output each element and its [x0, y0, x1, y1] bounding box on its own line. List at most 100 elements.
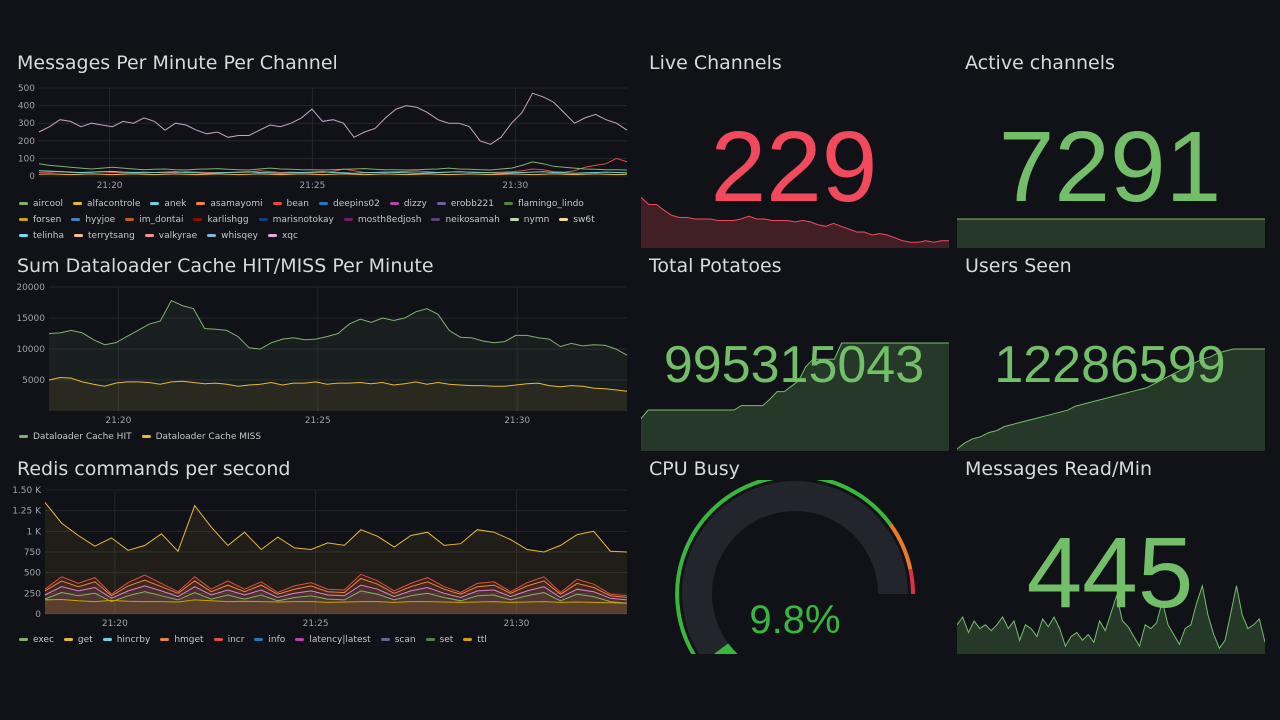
legend-item[interactable]: Dataloader Cache HIT — [19, 429, 132, 445]
legend-item[interactable]: ttl — [463, 632, 487, 648]
y-tick-label: 1.25 K — [12, 507, 42, 517]
users-seen-sparkline — [956, 347, 1265, 455]
legend-swatch — [213, 638, 223, 641]
y-tick-label: 200 — [18, 137, 35, 147]
legend-item[interactable]: asamayomi — [196, 196, 263, 212]
x-tick-label: 21:20 — [105, 416, 131, 426]
legend-item[interactable]: mosth8edjosh — [343, 212, 422, 228]
legend-item[interactable]: sw6t — [559, 212, 595, 228]
legend-swatch — [196, 202, 206, 205]
legend-item[interactable]: terrytsang — [74, 228, 135, 244]
y-tick-label: 1 K — [27, 527, 43, 537]
series-line — [38, 92, 628, 145]
messages-panel-title[interactable]: Messages Per Minute Per Channel — [17, 52, 338, 74]
legend-label: scan — [394, 635, 416, 645]
y-tick-label: 500 — [18, 84, 35, 94]
legend-label: info — [268, 635, 286, 645]
users-seen-panel: Users Seen 12286599 — [956, 255, 1265, 451]
legend-item[interactable]: im_dontai — [125, 212, 183, 228]
gauge-threshold-red — [908, 569, 915, 595]
legend-item[interactable]: bean — [272, 196, 309, 212]
live-channels-title[interactable]: Live Channels — [649, 52, 782, 74]
dataloader-panel-title[interactable]: Sum Dataloader Cache HIT/MISS Per Minute — [17, 255, 434, 277]
total-potatoes-title[interactable]: Total Potatoes — [649, 255, 782, 277]
legend-label: alfacontrole — [86, 199, 141, 209]
sparkline-line — [956, 583, 1266, 650]
legend-item[interactable]: nymn — [509, 212, 549, 228]
legend-item[interactable]: valkyrae — [144, 228, 197, 244]
series-line — [44, 502, 628, 553]
legend-item[interactable]: telinha — [19, 228, 64, 244]
series-line — [44, 598, 628, 604]
legend-item[interactable]: erobb221 — [436, 196, 494, 212]
redis-panel-title[interactable]: Redis commands per second — [17, 458, 291, 480]
legend-item[interactable]: whisqey — [207, 228, 258, 244]
legend-item[interactable]: incr — [213, 632, 244, 648]
legend-label: sw6t — [573, 215, 595, 225]
legend-label: mosth8edjosh — [357, 215, 422, 225]
legend-item[interactable]: anek — [150, 196, 186, 212]
legend-label: anek — [164, 199, 187, 209]
gauge-threshold-green — [675, 474, 893, 698]
legend-item[interactable]: set — [425, 632, 454, 648]
legend-swatch — [193, 218, 203, 221]
legend-item[interactable]: marisnotokay — [258, 212, 334, 228]
active-channels-value: 7291 — [998, 111, 1222, 223]
sparkline-area — [957, 219, 1265, 248]
y-tick-label: 0 — [35, 610, 41, 620]
legend-label: hyyjoe — [85, 215, 116, 225]
legend-label: asamayomi — [210, 199, 263, 209]
users-seen-title[interactable]: Users Seen — [965, 255, 1072, 277]
y-tick-label: 250 — [24, 589, 41, 599]
redis-legend: exec get hincrby hmget incr info latency|lates… — [19, 632, 619, 648]
redis-chart[interactable]: 1.50 K 1.25 K 1 K 750 500 250 0 21:20 21:25 21:30 — [9, 486, 633, 634]
legend-label: terrytsang — [88, 231, 135, 241]
live-channels-value: 229 — [710, 111, 878, 223]
dataloader-chart[interactable]: 20000 15000 10000 5000 21:20 21:25 21:30 — [9, 283, 633, 431]
x-tick-label: 21:20 — [97, 181, 123, 191]
legend-item[interactable]: dizzy — [389, 196, 427, 212]
legend-item[interactable]: aircool — [19, 196, 63, 212]
legend-swatch — [144, 234, 154, 237]
dataloader-legend: Dataloader Cache HIT Dataloader Cache MIS… — [19, 429, 619, 445]
sparkline-area — [957, 349, 1265, 451]
legend-label: set — [439, 635, 454, 645]
legend-item[interactable]: alfacontrole — [72, 196, 141, 212]
legend-item[interactable]: hmget — [160, 632, 204, 648]
sparkline-area — [641, 343, 949, 451]
legend-swatch — [380, 638, 390, 641]
x-tick-label: 21:20 — [102, 619, 128, 629]
legend-item[interactable]: Dataloader Cache MISS — [141, 429, 261, 445]
legend-item[interactable]: hincrby — [102, 632, 150, 648]
legend-item[interactable]: karlishgg — [193, 212, 249, 228]
legend-item[interactable]: latency|latest — [295, 632, 371, 648]
legend-label: Dataloader Cache HIT — [33, 432, 132, 442]
legend-swatch — [207, 234, 217, 237]
legend-swatch — [125, 218, 135, 221]
legend-item[interactable]: deepins02 — [318, 196, 380, 212]
legend-label: bean — [286, 199, 309, 209]
legend-swatch — [389, 202, 399, 205]
legend-swatch — [272, 202, 282, 205]
legend-item[interactable]: neikosamah — [431, 212, 500, 228]
legend-swatch — [258, 218, 268, 221]
total-potatoes-sparkline — [640, 341, 949, 455]
messages-chart[interactable]: 500 400 300 200 100 0 21:20 21:25 21:30 — [9, 84, 633, 196]
legend-item[interactable]: hyyjoe — [71, 212, 115, 228]
legend-item[interactable]: info — [254, 632, 285, 648]
messages-read-title[interactable]: Messages Read/Min — [965, 458, 1153, 480]
legend-swatch — [431, 218, 441, 221]
legend-item[interactable]: exec — [19, 632, 54, 648]
cpu-busy-title[interactable]: CPU Busy — [649, 458, 740, 480]
legend-swatch — [160, 638, 170, 641]
legend-item[interactable]: scan — [380, 632, 416, 648]
legend-item[interactable]: get — [63, 632, 93, 648]
legend-item[interactable]: forsen — [19, 212, 61, 228]
active-channels-title[interactable]: Active channels — [965, 52, 1115, 74]
legend-swatch — [19, 234, 28, 237]
legend-item[interactable]: flamingo_lindo — [504, 196, 584, 212]
sparkline-line — [640, 342, 949, 419]
legend-item[interactable]: xqc — [267, 228, 298, 244]
y-tick-label: 750 — [24, 548, 41, 558]
y-tick-label: 10000 — [16, 345, 45, 355]
